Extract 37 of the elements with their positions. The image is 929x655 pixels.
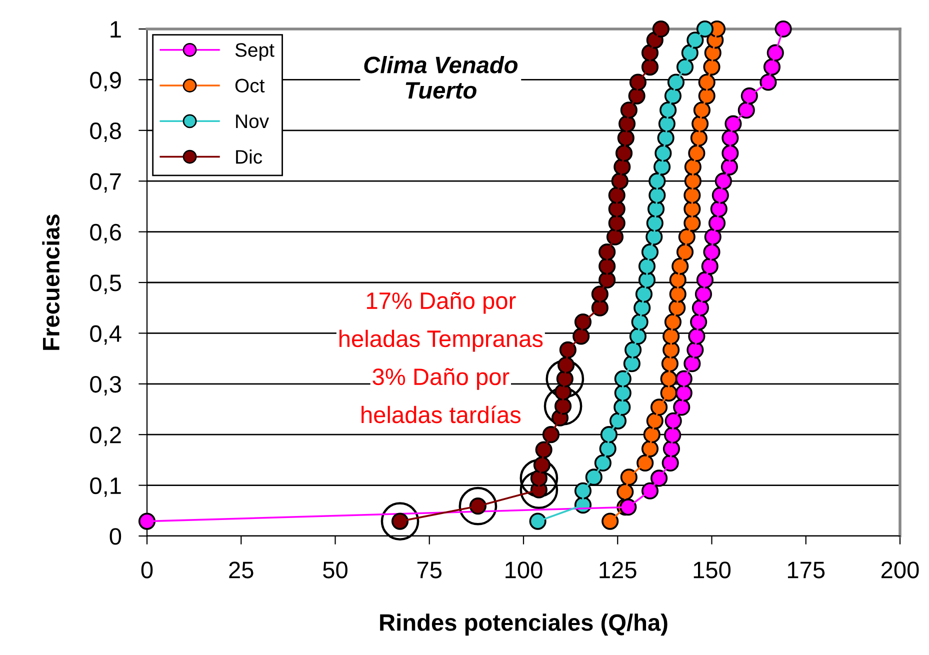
x-tick-label: 150 (694, 562, 731, 578)
y-tick-label: 0,2 (90, 426, 121, 446)
legend-label: Oct (235, 78, 265, 93)
y-tick-label: 0,3 (90, 376, 121, 396)
y-tick-label: 1 (110, 21, 121, 38)
annotation: 3% Daño por (372, 368, 510, 390)
y-tick-label: 0,5 (90, 274, 122, 294)
point (652, 20, 670, 38)
y-axis-title: Frecuencias (42, 214, 60, 350)
annotation: 17% Daño por (367, 292, 516, 314)
x-tick-label: 125 (600, 562, 636, 578)
y-tick-label: 0,4 (90, 325, 122, 345)
legend-label: Sept (235, 43, 274, 61)
annotation: heladas tardías (362, 406, 521, 424)
y-tick-label: 0,8 (90, 122, 121, 142)
x-tick-label: 0 (141, 562, 153, 578)
y-tick-label: 0,9 (90, 72, 121, 92)
y-tick-label: 0 (110, 528, 122, 545)
point (602, 512, 619, 530)
x-tick-label: 25 (229, 562, 254, 578)
point (774, 20, 792, 38)
x-axis-title: Rindes potenciales (Q/ha) (380, 614, 668, 636)
text: Clima Venado Tuerto (364, 56, 518, 99)
y-tick-label: 0,6 (90, 224, 121, 244)
point (138, 512, 156, 530)
annotation: heladas Tempranas (339, 330, 543, 352)
x-tick-label: 75 (417, 562, 442, 578)
point (696, 20, 714, 38)
legend-label: Dic (236, 149, 262, 164)
x-tick-label: 200 (881, 562, 919, 578)
legend-label: Nov (236, 114, 270, 128)
y-tick-label: 0,7 (90, 173, 121, 193)
point (529, 512, 546, 530)
y-tick-label: 0,1 (90, 477, 121, 497)
x-tick-label: 50 (323, 562, 348, 578)
x-tick-label: 175 (788, 562, 825, 578)
x-tick-label: 100 (506, 562, 542, 578)
